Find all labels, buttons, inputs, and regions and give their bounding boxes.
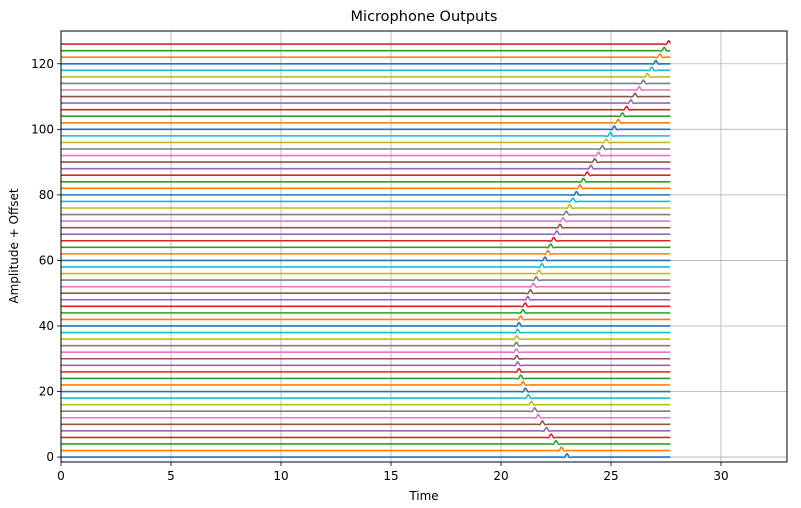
x-tick-label: 0 (57, 469, 65, 483)
trace-1 (61, 446, 671, 452)
trace-13 (61, 367, 671, 374)
trace-22 (61, 308, 671, 315)
trace-55 (61, 92, 671, 98)
trace-7 (61, 407, 671, 413)
trace-0 (61, 452, 671, 459)
trace-35 (61, 223, 671, 229)
trace-25 (61, 289, 671, 295)
trace-46 (61, 151, 671, 157)
trace-15 (61, 354, 671, 360)
y-tick-label: 100 (31, 122, 54, 136)
x-tick-label: 25 (603, 469, 618, 483)
x-tick-label: 20 (493, 469, 508, 483)
y-axis-label: Amplitude + Offset (7, 188, 21, 304)
y-tick-label: 60 (39, 253, 54, 267)
trace-40 (61, 190, 671, 197)
trace-52 (61, 112, 671, 118)
trace-53 (61, 105, 671, 111)
y-tick-label: 20 (39, 385, 54, 399)
y-tick-label: 80 (39, 188, 54, 202)
trace-45 (61, 157, 671, 164)
x-tick-label: 10 (273, 469, 288, 483)
trace-33 (61, 236, 671, 242)
trace-23 (61, 302, 671, 308)
signal-traces (61, 39, 672, 459)
y-tick-label: 0 (46, 450, 54, 464)
chart-title: Microphone Outputs (351, 9, 498, 25)
trace-47 (61, 144, 671, 151)
trace-48 (61, 138, 671, 144)
x-tick-label: 30 (713, 469, 728, 483)
trace-16 (61, 347, 671, 354)
trace-36 (61, 216, 671, 223)
trace-11 (61, 380, 671, 387)
x-tick-label: 5 (167, 469, 175, 483)
trace-34 (61, 230, 671, 236)
trace-31 (61, 249, 671, 256)
x-tick-label: 15 (383, 469, 398, 483)
trace-57 (61, 79, 671, 85)
trace-61 (61, 53, 671, 59)
trace-27 (61, 275, 671, 282)
trace-54 (61, 98, 671, 105)
trace-58 (61, 72, 671, 79)
trace-39 (61, 197, 671, 203)
y-tick-label: 40 (39, 319, 54, 333)
trace-29 (61, 262, 671, 269)
trace-3 (61, 433, 671, 439)
plot-frame (60, 30, 788, 463)
y-axis-ticks: 0 20 40 60 80 100 120 (31, 57, 61, 464)
trace-32 (61, 243, 671, 249)
trace-20 (61, 321, 671, 328)
trace-2 (61, 439, 671, 446)
trace-26 (61, 282, 671, 288)
trace-19 (61, 328, 671, 334)
trace-37 (61, 210, 671, 216)
trace-17 (61, 341, 671, 347)
trace-8 (61, 400, 671, 406)
trace-49 (61, 131, 671, 138)
y-tick-label: 120 (31, 57, 54, 71)
x-axis-label: Time (408, 489, 438, 503)
trace-14 (61, 361, 671, 367)
trace-51 (61, 118, 671, 124)
trace-6 (61, 413, 671, 419)
trace-21 (61, 315, 671, 321)
trace-63 (61, 39, 672, 46)
trace-59 (61, 66, 671, 72)
trace-60 (61, 59, 671, 65)
trace-43 (61, 171, 671, 177)
trace-50 (61, 125, 671, 131)
trace-10 (61, 387, 671, 393)
trace-44 (61, 164, 671, 170)
trace-5 (61, 420, 671, 426)
trace-30 (61, 256, 671, 262)
x-axis-ticks: 0 5 10 15 20 25 30 (57, 462, 729, 483)
trace-41 (61, 184, 671, 190)
trace-42 (61, 177, 671, 183)
trace-62 (61, 46, 671, 52)
trace-18 (61, 334, 671, 341)
trace-9 (61, 393, 671, 400)
trace-38 (61, 203, 671, 210)
trace-28 (61, 269, 671, 275)
trace-4 (61, 426, 671, 433)
trace-12 (61, 374, 671, 380)
trace-24 (61, 295, 671, 301)
trace-56 (61, 85, 671, 92)
